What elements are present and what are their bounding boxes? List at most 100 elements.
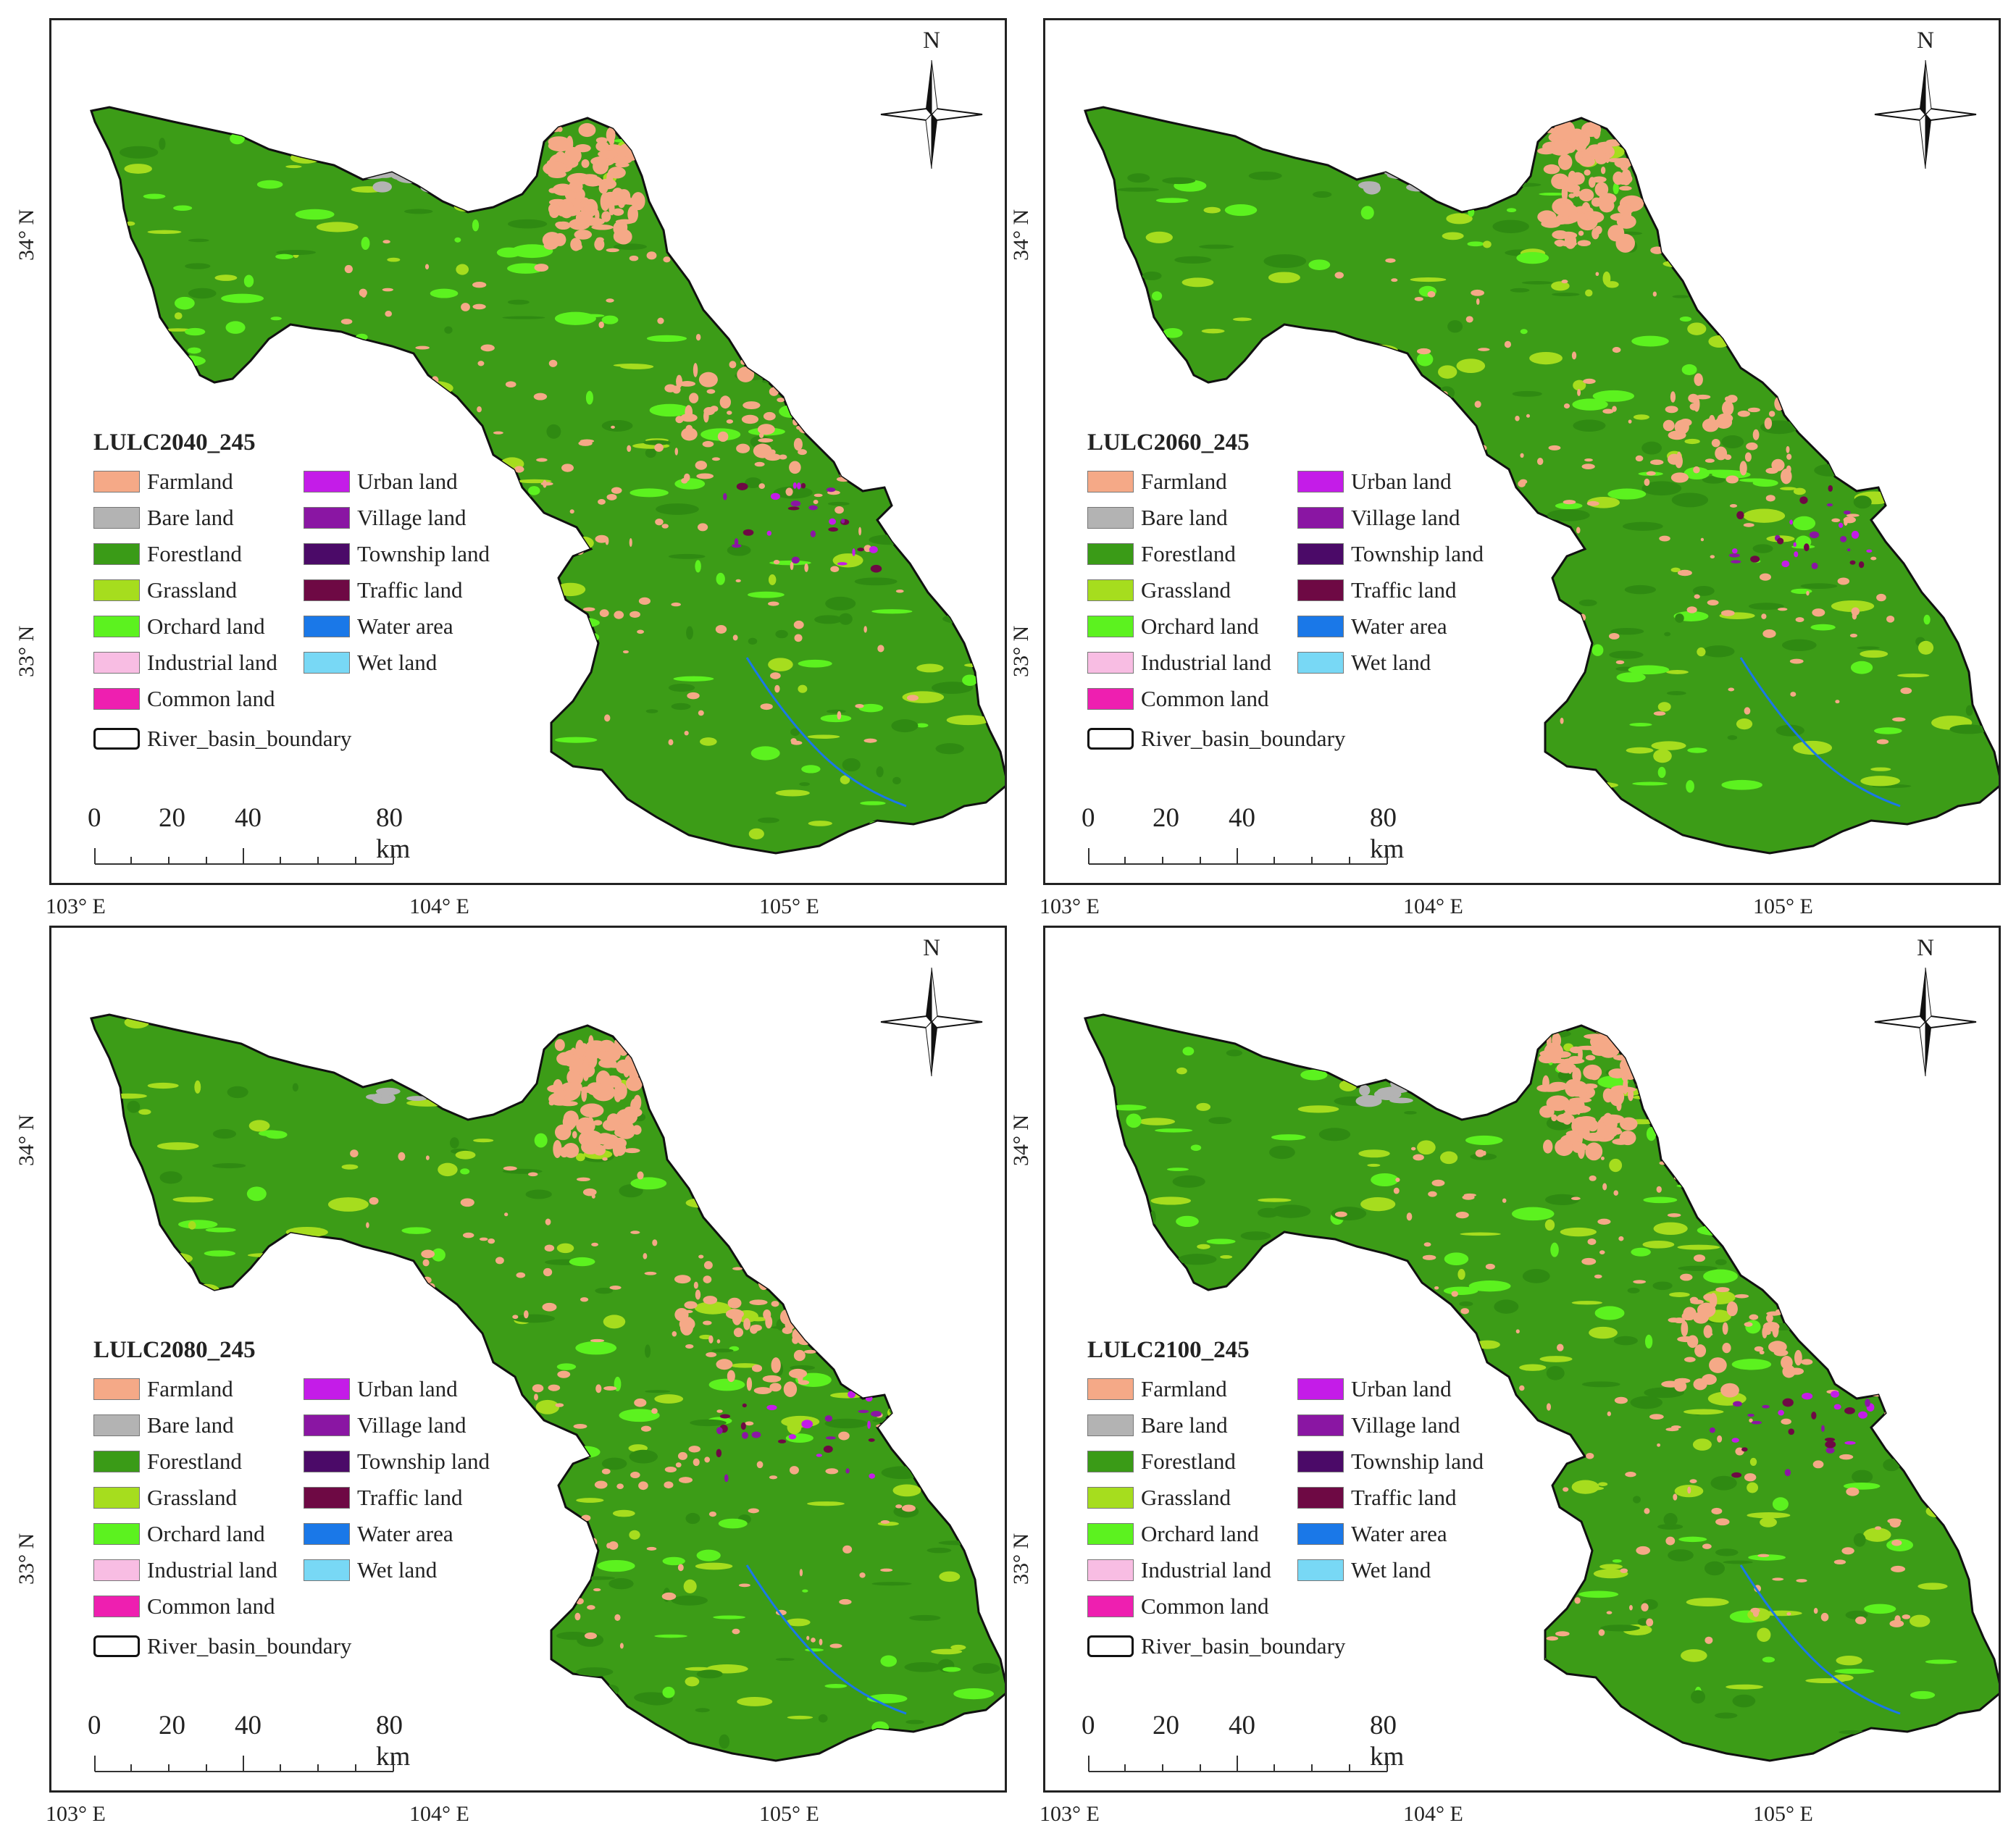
legend-swatch xyxy=(1087,1378,1134,1400)
land-patch xyxy=(569,1538,574,1542)
land-patch xyxy=(1670,391,1676,403)
land-patch xyxy=(1597,141,1621,147)
land-patch xyxy=(1774,1106,1818,1110)
land-patch xyxy=(219,1314,238,1325)
land-patch xyxy=(679,1319,693,1336)
land-patch xyxy=(932,682,974,694)
land-patch xyxy=(652,1239,658,1246)
legend-swatch xyxy=(1297,543,1344,565)
land-patch xyxy=(1628,665,1670,675)
land-patch xyxy=(674,478,706,490)
land-patch xyxy=(585,774,599,781)
land-patch xyxy=(585,390,593,405)
land-patch xyxy=(581,1576,616,1580)
land-patch xyxy=(627,445,632,453)
land-patch xyxy=(1744,452,1752,462)
land-patch xyxy=(1422,1254,1436,1260)
land-patch xyxy=(1360,206,1374,220)
land-patch xyxy=(1875,1366,1883,1371)
land-patch xyxy=(581,159,590,168)
legend-label: Urban land xyxy=(357,469,458,494)
land-patch xyxy=(1692,586,1715,596)
land-patch xyxy=(769,449,776,455)
land-patch xyxy=(1166,1168,1189,1171)
land-patch xyxy=(374,172,395,178)
land-patch xyxy=(1474,401,1481,408)
land-patch xyxy=(598,178,617,190)
land-patch xyxy=(1721,401,1734,416)
land-patch xyxy=(1870,556,1877,561)
legend-swatch xyxy=(1297,579,1344,601)
land-patch xyxy=(1512,390,1542,397)
land-patch xyxy=(416,1054,454,1061)
river-line xyxy=(1739,657,1901,808)
land-patch xyxy=(732,1628,740,1635)
land-patch xyxy=(1634,1023,1665,1036)
land-patch xyxy=(1151,291,1163,301)
land-patch xyxy=(943,406,983,416)
legend-item xyxy=(1297,1591,1522,1622)
land-patch xyxy=(950,1170,958,1176)
land-patch xyxy=(745,1421,754,1426)
land-patch xyxy=(578,122,596,138)
land-patch xyxy=(677,213,700,228)
land-patch xyxy=(1115,1317,1125,1325)
land-patch xyxy=(1624,584,1656,595)
land-patch xyxy=(1836,1655,1862,1666)
legend-item: Water area xyxy=(1297,1519,1522,1549)
legend-item: Orchard land xyxy=(1087,1519,1297,1549)
land-patch xyxy=(939,1321,969,1333)
land-patch xyxy=(1845,1376,1864,1380)
land-patch xyxy=(1578,599,1597,606)
land-patch xyxy=(275,253,293,259)
land-patch xyxy=(1127,1685,1153,1695)
land-patch xyxy=(1825,1441,1836,1449)
land-patch xyxy=(1761,613,1767,619)
land-patch xyxy=(1442,232,1464,240)
land-patch xyxy=(1944,1720,1956,1727)
land-patch xyxy=(1777,608,1788,611)
land-patch xyxy=(1824,1033,1866,1041)
land-patch xyxy=(895,589,904,593)
legend-swatch xyxy=(1297,1523,1344,1545)
legend-swatch xyxy=(1297,1378,1344,1400)
land-patch xyxy=(1172,1175,1205,1188)
land-patch xyxy=(824,1418,868,1429)
land-patch xyxy=(1494,1299,1519,1314)
legend-grid: Farmland Urban land Bare land Village land F… xyxy=(1087,1374,1551,1622)
land-patch xyxy=(1475,1149,1485,1157)
land-patch xyxy=(1968,1262,1980,1273)
land-patch xyxy=(1440,1151,1458,1165)
legend-item: Farmland xyxy=(93,1374,304,1404)
land-patch xyxy=(1670,472,1689,483)
land-patch xyxy=(838,613,853,625)
land-patch xyxy=(1465,316,1473,323)
land-patch xyxy=(1176,1215,1199,1228)
legend-label: Common land xyxy=(1141,686,1269,711)
land-patch xyxy=(371,1332,382,1336)
legend-item: Common land xyxy=(1087,684,1297,714)
land-patch xyxy=(461,303,470,311)
land-patch xyxy=(1570,172,1585,185)
land-patch xyxy=(612,1509,635,1517)
land-patch xyxy=(1818,337,1832,342)
land-patch xyxy=(884,1154,893,1164)
land-patch xyxy=(1760,1517,1777,1527)
land-patch xyxy=(729,144,746,151)
land-patch xyxy=(871,609,913,614)
land-patch xyxy=(1873,342,1884,351)
land-patch xyxy=(1887,1436,1893,1444)
land-patch xyxy=(1117,187,1159,192)
land-patch xyxy=(1710,312,1731,324)
land-patch xyxy=(1824,1437,1836,1442)
land-patch xyxy=(1436,1094,1450,1102)
land-patch xyxy=(857,329,867,335)
land-patch xyxy=(777,1439,787,1443)
land-patch xyxy=(630,611,640,619)
land-patch xyxy=(1747,1413,1754,1417)
y-tick-label: 34° N xyxy=(14,1114,38,1166)
land-patch xyxy=(685,1512,700,1525)
scale-ruler xyxy=(1088,848,1388,865)
land-patch xyxy=(629,1449,658,1464)
land-patch xyxy=(1677,1244,1720,1250)
